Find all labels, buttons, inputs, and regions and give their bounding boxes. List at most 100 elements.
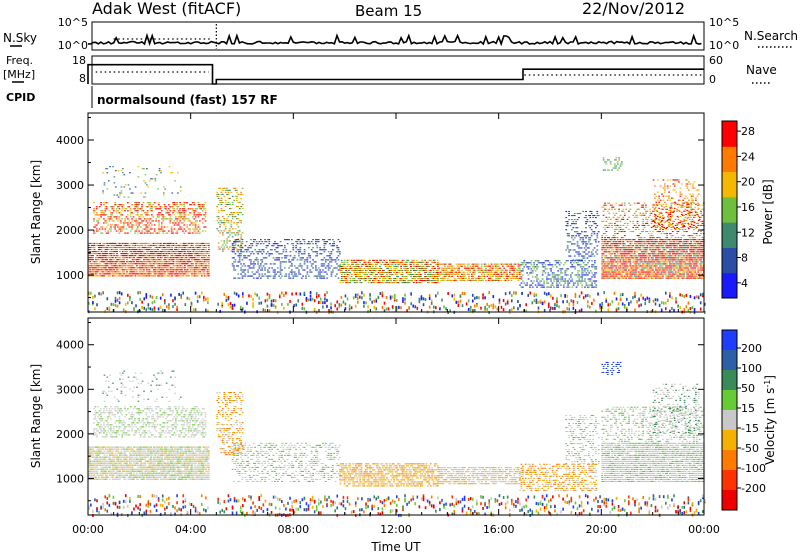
data-cell [574, 266, 576, 268]
data-cell [223, 248, 226, 250]
data-cell [186, 242, 189, 245]
data-cell [167, 212, 170, 214]
data-cell [140, 248, 142, 251]
data-cell [111, 271, 114, 273]
data-cell [569, 255, 572, 257]
data-cell [373, 267, 376, 269]
data-cell [579, 237, 582, 239]
data-cell [403, 259, 405, 261]
data-cell [199, 244, 202, 247]
data-cell [117, 246, 120, 249]
data-cell [608, 275, 611, 277]
data-cell [565, 221, 568, 223]
data-cell [327, 265, 330, 267]
data-cell [489, 273, 492, 275]
data-cell [269, 263, 272, 265]
data-cell [125, 222, 128, 224]
data-cell [123, 255, 126, 257]
data-cell [100, 271, 103, 273]
data-cell [576, 243, 579, 245]
data-cell [107, 253, 110, 255]
data-cell [593, 255, 596, 257]
data-cell [155, 242, 158, 245]
data-cell [194, 210, 197, 212]
data-cell [240, 253, 242, 255]
data-cell [390, 278, 393, 280]
data-cell [331, 243, 334, 245]
data-cell [421, 267, 424, 269]
data-cell [98, 214, 101, 216]
data-cell [324, 267, 327, 269]
data-cell [330, 271, 333, 273]
data-cell [199, 263, 202, 265]
data-cell [359, 267, 362, 269]
data-cell [633, 275, 636, 277]
data-cell [93, 250, 96, 253]
data-cell [124, 184, 127, 186]
data-cell [546, 278, 548, 280]
data-cell [109, 273, 111, 275]
data-cell [155, 206, 157, 208]
data-cell [305, 277, 307, 279]
data-cell [128, 261, 131, 263]
data-cell [589, 270, 592, 272]
data-cell [459, 275, 462, 277]
data-cell [462, 263, 465, 265]
data-cell [281, 245, 283, 247]
data-cell [432, 259, 435, 261]
data-cell [271, 253, 273, 255]
data-cell [175, 275, 178, 277]
data-cell [92, 271, 94, 273]
data-cell [138, 202, 141, 204]
data-cell [480, 279, 483, 281]
data-cell [589, 221, 592, 223]
data-cell [179, 242, 182, 245]
data-cell [108, 228, 111, 230]
data-cell [88, 255, 90, 257]
data-cell [336, 251, 338, 253]
data-cell [120, 253, 123, 255]
data-cell [605, 269, 608, 271]
data-cell [657, 249, 660, 251]
data-cell [353, 278, 356, 280]
data-cell [405, 278, 408, 280]
data-cell [194, 222, 197, 224]
data-cell [175, 204, 177, 206]
data-cell [591, 266, 593, 268]
data-cell [128, 267, 131, 269]
data-cell [267, 275, 269, 277]
data-cell [92, 259, 94, 261]
data-cell [141, 257, 144, 259]
data-cell [468, 263, 470, 265]
data-cell [330, 261, 333, 263]
data-cell [188, 242, 190, 245]
data-cell [588, 266, 591, 268]
data-cell [547, 274, 550, 276]
data-cell [421, 278, 424, 280]
data-cell [110, 250, 113, 253]
data-cell [591, 264, 593, 266]
data-cell [199, 259, 202, 261]
data-cell [424, 267, 426, 269]
data-cell [198, 246, 200, 249]
data-cell [475, 277, 477, 279]
data-cell [124, 218, 126, 220]
data-cell [141, 253, 144, 255]
data-cell [159, 275, 162, 277]
data-cell [238, 277, 241, 279]
data-cell [137, 244, 140, 247]
data-cell [118, 228, 121, 230]
data-cell [622, 269, 625, 271]
data-cell [226, 189, 228, 191]
data-cell [240, 255, 242, 257]
data-cell [148, 269, 151, 271]
data-cell [299, 251, 302, 253]
data-cell [359, 282, 362, 284]
data-cell [619, 275, 622, 277]
data-cell [327, 267, 330, 269]
data-cell [640, 261, 643, 263]
data-cell [152, 216, 155, 218]
data-cell [171, 250, 173, 253]
data-cell [544, 264, 547, 266]
data-cell [276, 247, 279, 249]
